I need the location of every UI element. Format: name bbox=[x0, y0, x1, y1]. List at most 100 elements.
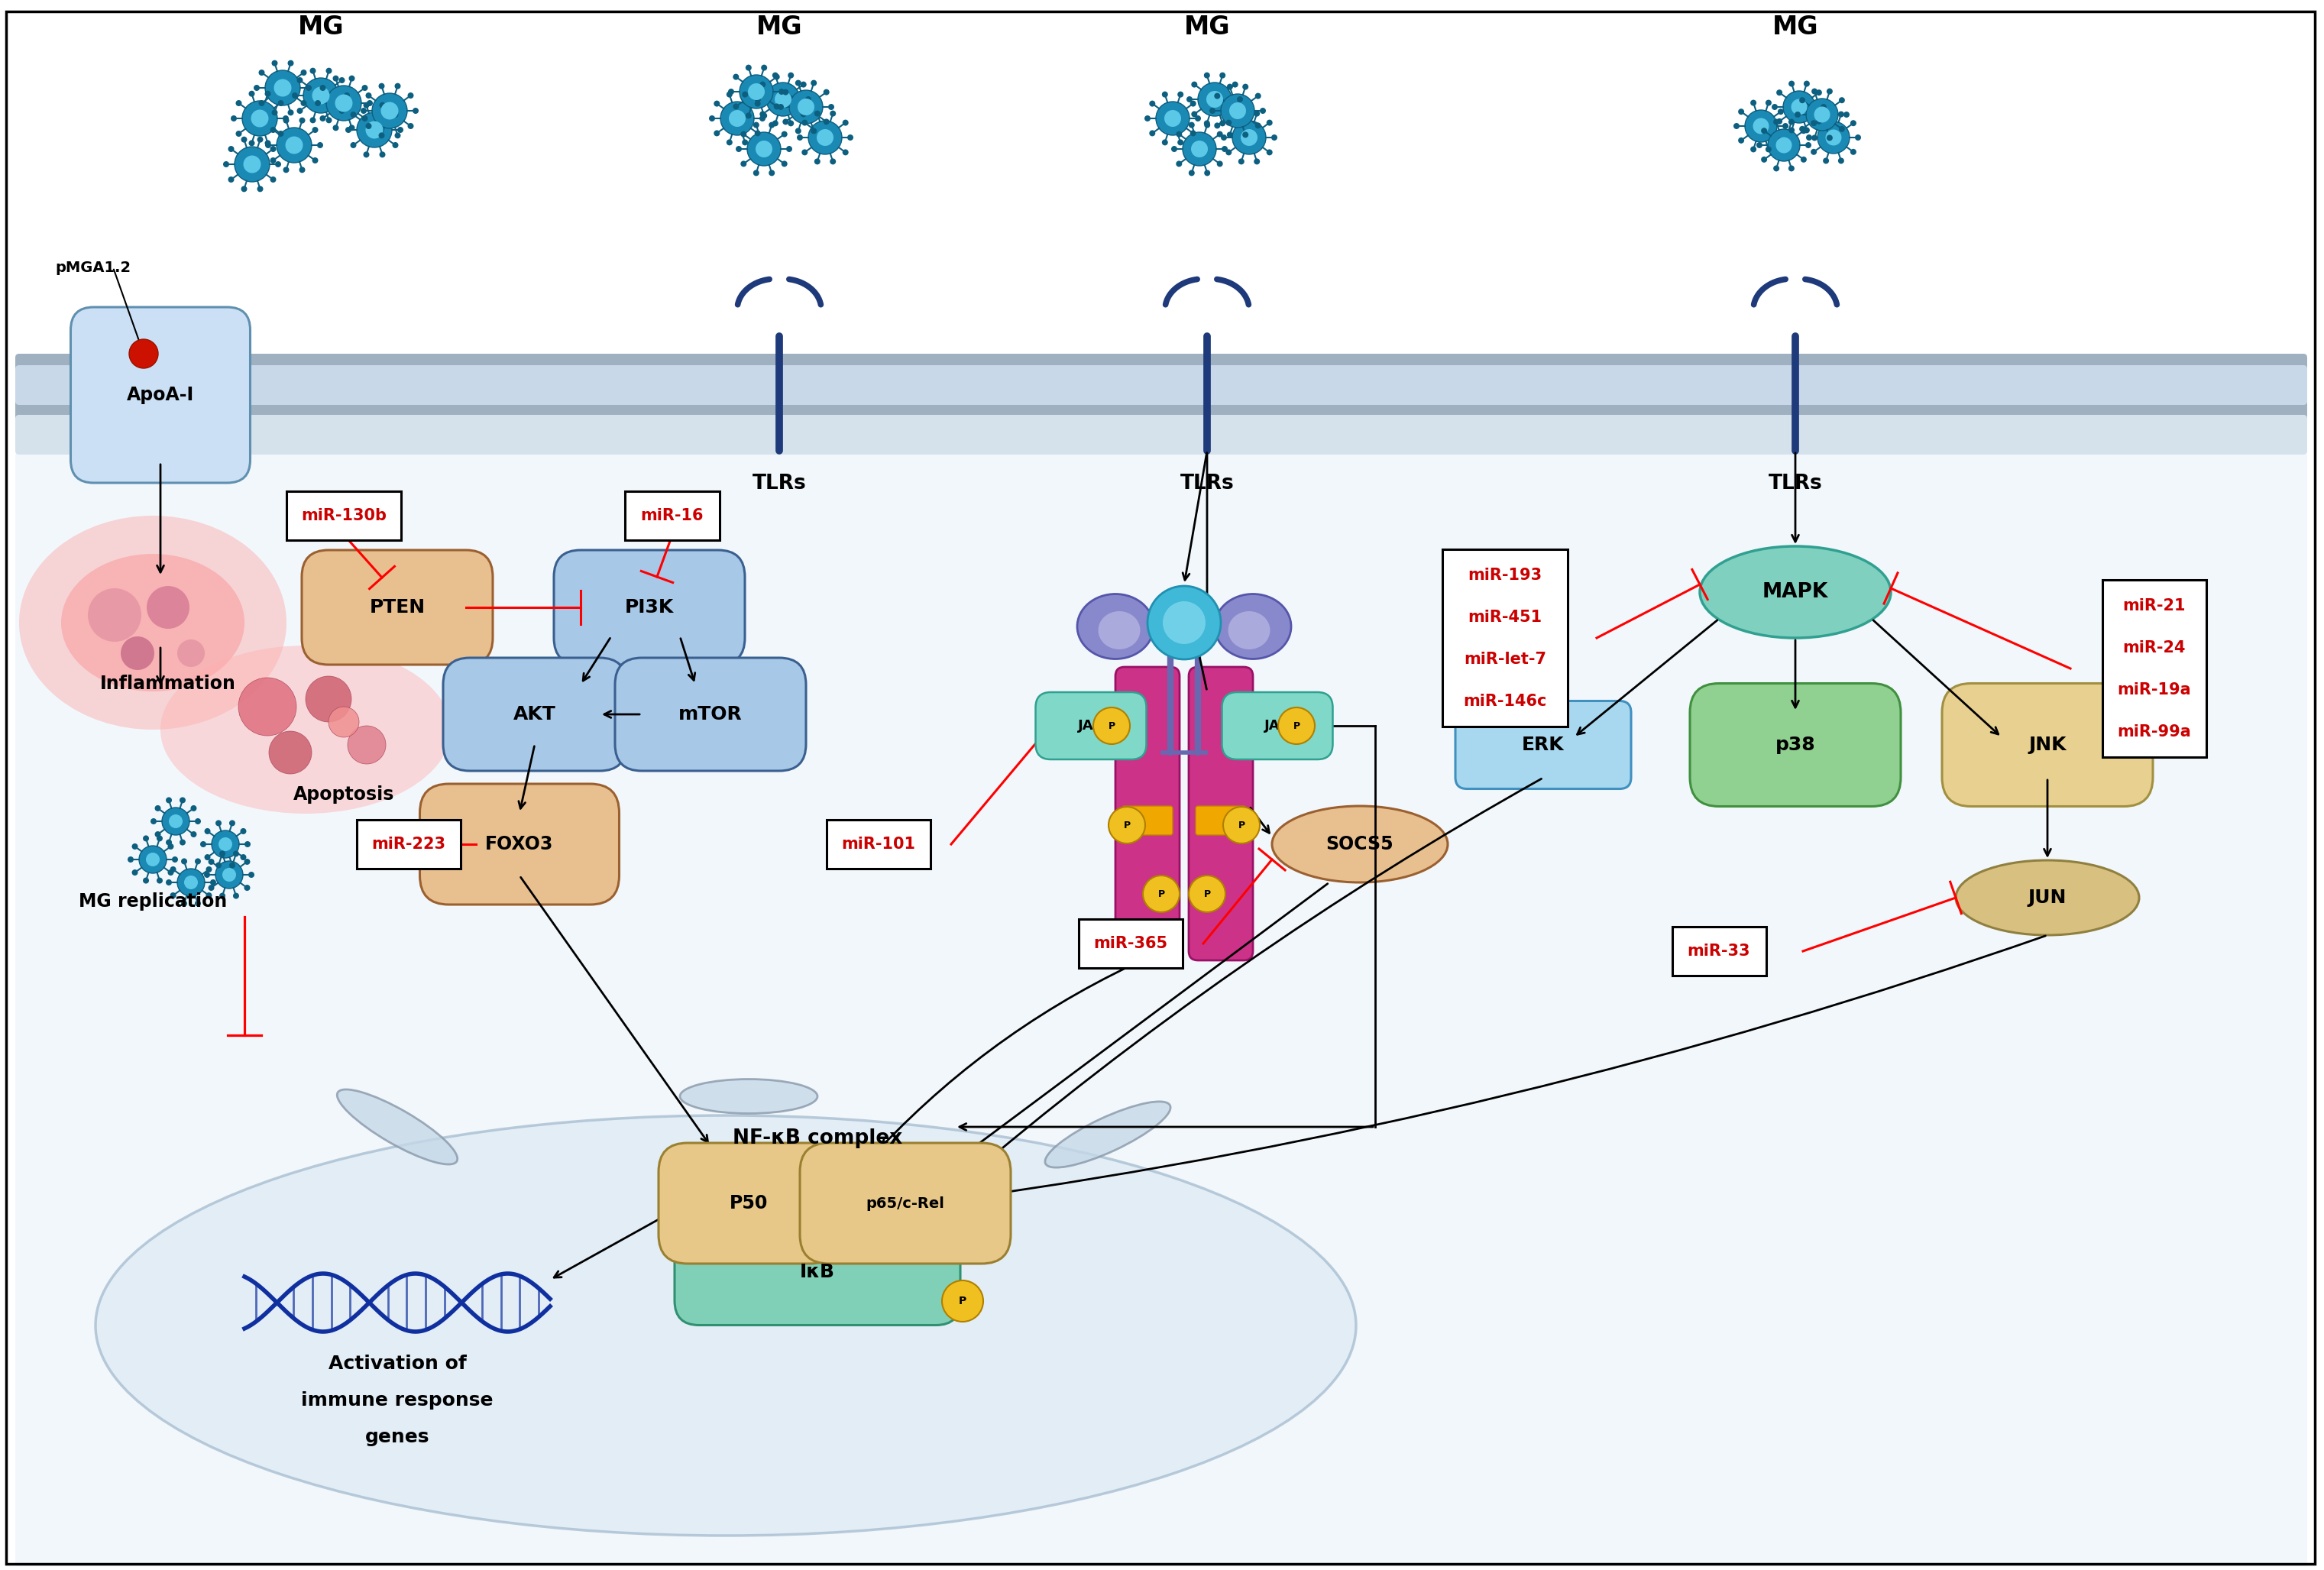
Circle shape bbox=[813, 110, 820, 116]
FancyBboxPatch shape bbox=[421, 783, 618, 904]
Circle shape bbox=[779, 88, 786, 94]
Circle shape bbox=[799, 82, 806, 88]
FancyBboxPatch shape bbox=[1690, 683, 1901, 807]
Circle shape bbox=[121, 636, 153, 670]
Circle shape bbox=[795, 80, 802, 86]
Circle shape bbox=[195, 901, 200, 906]
Text: PI3K: PI3K bbox=[625, 598, 674, 617]
FancyBboxPatch shape bbox=[356, 820, 460, 868]
FancyBboxPatch shape bbox=[2103, 579, 2205, 757]
Circle shape bbox=[1271, 135, 1278, 141]
Circle shape bbox=[1794, 111, 1801, 118]
Circle shape bbox=[321, 115, 325, 121]
Circle shape bbox=[1778, 137, 1785, 143]
Circle shape bbox=[1799, 126, 1806, 132]
Circle shape bbox=[767, 83, 799, 116]
Circle shape bbox=[1855, 135, 1862, 141]
Ellipse shape bbox=[60, 554, 244, 691]
Text: miR-99a: miR-99a bbox=[2117, 724, 2192, 739]
FancyBboxPatch shape bbox=[674, 1218, 960, 1325]
Text: PTEN: PTEN bbox=[370, 598, 425, 617]
Circle shape bbox=[1260, 108, 1267, 115]
Circle shape bbox=[1838, 157, 1845, 163]
Circle shape bbox=[1109, 807, 1146, 843]
Circle shape bbox=[1771, 104, 1778, 110]
Circle shape bbox=[783, 119, 788, 126]
Circle shape bbox=[272, 110, 277, 116]
Text: pMGA1.2: pMGA1.2 bbox=[56, 261, 130, 275]
Circle shape bbox=[365, 93, 372, 99]
Circle shape bbox=[1227, 83, 1234, 89]
Circle shape bbox=[300, 69, 307, 75]
Circle shape bbox=[1178, 91, 1183, 97]
Circle shape bbox=[167, 843, 174, 849]
Circle shape bbox=[1190, 130, 1197, 137]
Circle shape bbox=[1738, 108, 1745, 115]
Circle shape bbox=[1801, 157, 1806, 163]
Circle shape bbox=[351, 143, 356, 148]
Text: TLRs: TLRs bbox=[1181, 474, 1234, 493]
Circle shape bbox=[300, 100, 307, 107]
Circle shape bbox=[1792, 99, 1808, 115]
Circle shape bbox=[1183, 132, 1215, 166]
Ellipse shape bbox=[19, 515, 286, 730]
Circle shape bbox=[258, 100, 265, 107]
Circle shape bbox=[325, 68, 332, 74]
Circle shape bbox=[841, 119, 848, 126]
Circle shape bbox=[228, 176, 235, 182]
Circle shape bbox=[249, 91, 256, 97]
Circle shape bbox=[1810, 135, 1817, 141]
Text: AKT: AKT bbox=[514, 705, 555, 724]
FancyBboxPatch shape bbox=[444, 658, 627, 771]
Circle shape bbox=[270, 127, 277, 133]
Circle shape bbox=[230, 820, 235, 826]
Circle shape bbox=[205, 854, 211, 860]
Circle shape bbox=[165, 840, 172, 845]
Circle shape bbox=[1255, 93, 1262, 99]
Circle shape bbox=[1738, 137, 1745, 143]
Circle shape bbox=[772, 121, 779, 126]
Text: P: P bbox=[960, 1295, 967, 1306]
Circle shape bbox=[713, 100, 720, 107]
Circle shape bbox=[741, 91, 748, 97]
Circle shape bbox=[772, 72, 779, 78]
Circle shape bbox=[184, 876, 198, 889]
Text: P: P bbox=[1239, 820, 1246, 831]
Circle shape bbox=[142, 835, 149, 842]
Circle shape bbox=[397, 127, 404, 133]
Circle shape bbox=[309, 118, 316, 124]
Circle shape bbox=[1801, 127, 1806, 133]
Circle shape bbox=[795, 127, 802, 133]
Text: mTOR: mTOR bbox=[679, 705, 741, 724]
Circle shape bbox=[727, 88, 734, 94]
Circle shape bbox=[1806, 135, 1813, 141]
Circle shape bbox=[316, 143, 323, 148]
Circle shape bbox=[230, 862, 235, 868]
Circle shape bbox=[813, 159, 820, 165]
Circle shape bbox=[1204, 122, 1211, 129]
Circle shape bbox=[200, 842, 207, 848]
Circle shape bbox=[332, 124, 339, 130]
Circle shape bbox=[1769, 129, 1799, 162]
Circle shape bbox=[270, 732, 311, 774]
Text: Inflammation: Inflammation bbox=[100, 675, 237, 692]
Circle shape bbox=[1757, 143, 1762, 148]
Circle shape bbox=[191, 831, 198, 837]
Circle shape bbox=[713, 130, 720, 137]
Circle shape bbox=[779, 104, 783, 110]
Circle shape bbox=[274, 78, 290, 97]
Circle shape bbox=[1220, 121, 1225, 126]
Circle shape bbox=[1195, 115, 1202, 121]
Circle shape bbox=[297, 108, 302, 113]
Circle shape bbox=[1232, 111, 1239, 118]
Circle shape bbox=[753, 170, 760, 176]
Circle shape bbox=[1148, 586, 1220, 659]
Circle shape bbox=[788, 72, 795, 78]
Circle shape bbox=[1220, 72, 1225, 78]
Circle shape bbox=[1227, 132, 1234, 138]
Circle shape bbox=[328, 706, 360, 738]
Circle shape bbox=[209, 859, 214, 865]
Circle shape bbox=[181, 859, 188, 865]
Circle shape bbox=[1815, 118, 1822, 124]
FancyBboxPatch shape bbox=[16, 353, 2308, 424]
